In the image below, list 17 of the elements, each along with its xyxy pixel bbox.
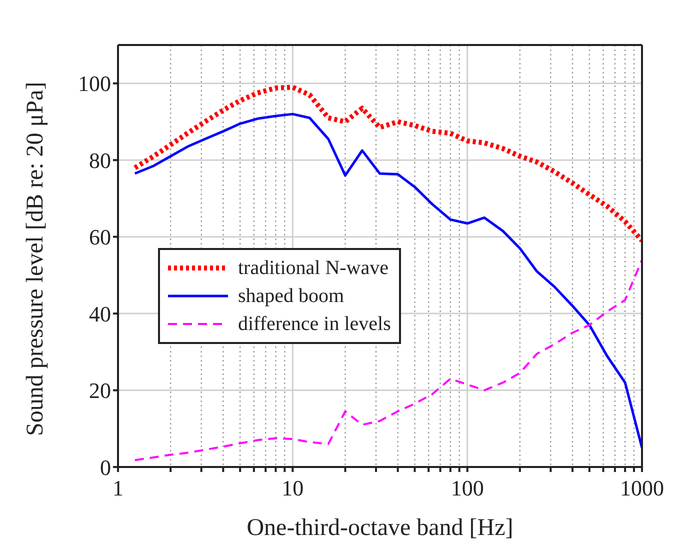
legend-label: difference in levels bbox=[238, 312, 391, 336]
y-tick-label: 100 bbox=[78, 71, 111, 96]
x-tick-label: 1000 bbox=[620, 476, 664, 501]
line-series bbox=[134, 112, 642, 450]
x-tick-label: 1 bbox=[112, 476, 124, 501]
y-tick-label: 80 bbox=[89, 148, 111, 173]
legend-label: traditional N-wave bbox=[238, 256, 388, 280]
line-series bbox=[134, 258, 642, 462]
y-tick-label: 0 bbox=[100, 454, 111, 480]
x-tick-label: 100 bbox=[450, 476, 484, 501]
legend-label: shaped boom bbox=[238, 284, 344, 308]
y-tick-label: 20 bbox=[89, 378, 111, 404]
x-tick-label: 10 bbox=[282, 476, 304, 501]
x-axis-title: One-third-octave band [Hz] bbox=[246, 515, 514, 541]
y-tick-label: 40 bbox=[89, 301, 111, 326]
y-axis-title: Sound pressure level [dB re: 20 μPa] bbox=[22, 82, 49, 436]
y-tick-label: 60 bbox=[89, 224, 111, 250]
